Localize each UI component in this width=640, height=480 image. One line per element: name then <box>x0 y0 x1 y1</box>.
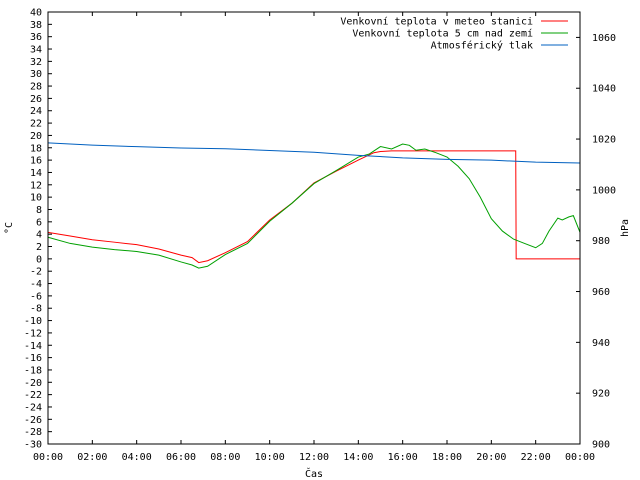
legend-label: Atmosférický tlak <box>431 40 533 52</box>
x-tick-label: 10:00 <box>255 452 285 463</box>
x-tick-label: 00:00 <box>33 452 63 463</box>
y2-tick-label: 960 <box>592 287 610 298</box>
y-tick-label: 24 <box>30 106 42 117</box>
y-tick-label: -2 <box>30 267 42 278</box>
y-tick-label: 2 <box>36 242 42 253</box>
y-tick-label: -4 <box>30 279 42 290</box>
y-tick-label: -24 <box>24 402 42 413</box>
y-tick-label: 14 <box>30 168 42 179</box>
y-tick-label: -18 <box>24 365 42 376</box>
x-tick-label: 08:00 <box>210 452 240 463</box>
y-tick-label: 20 <box>30 131 42 142</box>
series-line-1 <box>47 150 580 264</box>
x-tick-label: 02:00 <box>77 452 107 463</box>
x-tick-label: 20:00 <box>476 452 506 463</box>
y-axis-title: °C <box>4 222 15 234</box>
y-tick-label: 36 <box>30 32 42 43</box>
x-axis-title: Čas <box>305 467 323 480</box>
x-tick-label: 16:00 <box>388 452 418 463</box>
x-tick-label: 22:00 <box>521 452 551 463</box>
y-tick-label: 8 <box>36 205 42 216</box>
x-tick-label: 06:00 <box>166 452 196 463</box>
series-layer <box>47 142 581 269</box>
y-tick-label: -30 <box>24 440 42 451</box>
y-tick-label: 4 <box>36 230 42 241</box>
y-tick-label: 34 <box>30 45 42 56</box>
y-tick-label: 10 <box>30 193 42 204</box>
y-tick-label: 12 <box>30 180 42 191</box>
y-tick-label: -14 <box>24 341 42 352</box>
y2-tick-label: 1060 <box>592 33 616 44</box>
y-tick-label: -8 <box>30 304 42 315</box>
y-tick-label: -20 <box>24 378 42 389</box>
y-tick-label: -26 <box>24 415 42 426</box>
y2-tick-label: 1020 <box>592 135 616 146</box>
y-tick-label: 26 <box>30 94 42 105</box>
y-tick-label: -28 <box>24 427 42 438</box>
legend-label: Venkovní teplota 5 cm nad zemí <box>352 28 533 40</box>
y-tick-label: -10 <box>24 316 42 327</box>
y-tick-label: 6 <box>36 217 42 228</box>
y-tick-label: 18 <box>30 143 42 154</box>
plot-frame <box>47 11 581 445</box>
legend: Venkovní teplota v meteo staniciVenkovní… <box>340 16 568 52</box>
y-tick-label: 30 <box>30 69 42 80</box>
x-tick-label: 18:00 <box>432 452 462 463</box>
series-line-2 <box>47 143 581 269</box>
legend-label: Venkovní teplota v meteo stanici <box>340 16 533 28</box>
y2-tick-label: 1040 <box>592 84 616 95</box>
y-tick-label: 16 <box>30 156 42 167</box>
y2-tick-label: 920 <box>592 389 610 400</box>
y-tick-label: 28 <box>30 82 42 93</box>
y2-tick-label: 940 <box>592 338 610 349</box>
y-tick-label: 0 <box>36 254 42 265</box>
y-tick-label: 32 <box>30 57 42 68</box>
y-tick-label: -16 <box>24 353 42 364</box>
x-tick-label: 12:00 <box>299 452 329 463</box>
y-tick-label: -6 <box>30 291 42 302</box>
x-tick-label: 04:00 <box>122 452 152 463</box>
x-tick-label: 00:00 <box>565 452 595 463</box>
y-tick-label: -22 <box>24 390 42 401</box>
y-tick-label: 40 <box>30 8 42 19</box>
series-line-3 <box>47 142 581 164</box>
y2-tick-label: 900 <box>592 440 610 451</box>
y2-axis-title: hPa <box>620 219 631 237</box>
x-tick-label: 14:00 <box>343 452 373 463</box>
tick-labels: -30-28-26-24-22-20-18-16-14-12-10-8-6-4-… <box>24 8 616 464</box>
y-tick-label: 38 <box>30 20 42 31</box>
y-tick-label: -12 <box>24 328 42 339</box>
y2-tick-label: 1000 <box>592 185 616 196</box>
y-tick-label: 22 <box>30 119 42 130</box>
y2-tick-label: 980 <box>592 236 610 247</box>
